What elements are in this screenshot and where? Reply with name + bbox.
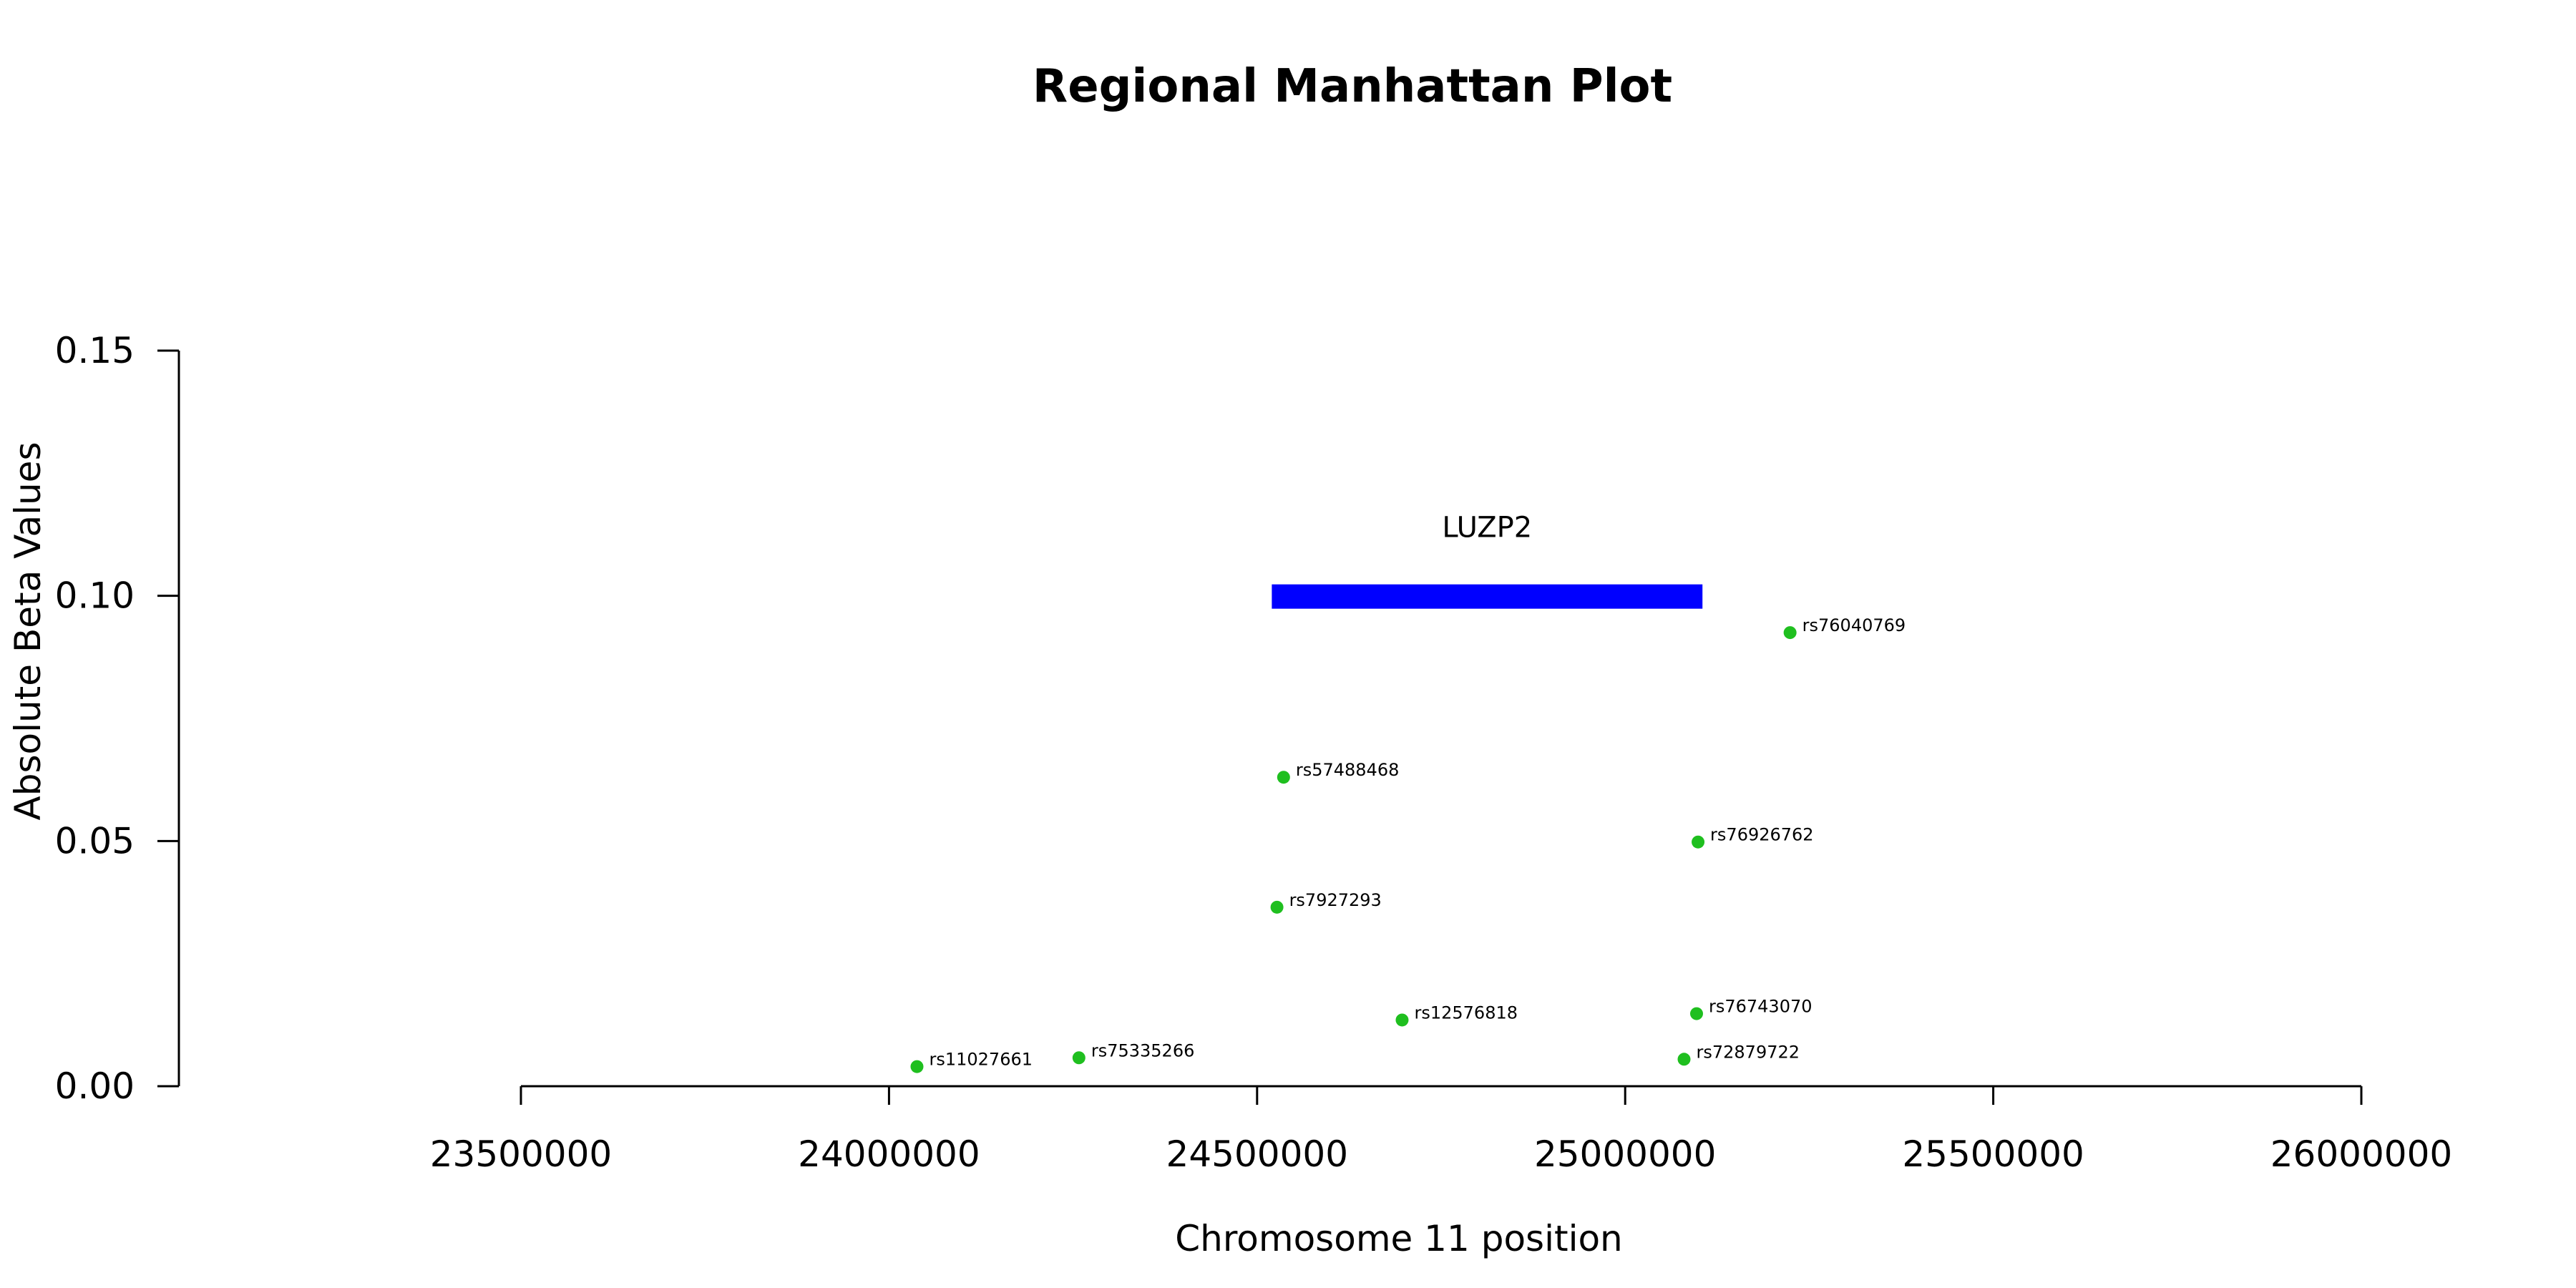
- snp-point: [1395, 1013, 1409, 1027]
- x-tick-label: 24000000: [798, 1133, 980, 1175]
- snp-label: rs75335266: [1091, 1040, 1195, 1060]
- snp-label: rs76040769: [1802, 615, 1906, 635]
- x-axis: 23500000 24000000 24500000 25000000 25500000…: [430, 1085, 2453, 1175]
- gene-track: LUZP2: [1272, 512, 1703, 609]
- snp-label: rs57488468: [1296, 760, 1400, 780]
- snp-label: rs12576818: [1414, 1002, 1518, 1023]
- x-tick-label: 23500000: [430, 1133, 613, 1175]
- snp-label: rs72879722: [1697, 1042, 1800, 1062]
- snp-point: [1692, 835, 1705, 849]
- x-tick-label: 24500000: [1166, 1133, 1349, 1175]
- y-axis-label: Absolute Beta Values: [7, 442, 49, 821]
- snp-point: [1689, 1007, 1703, 1020]
- snp-points: rs11027661 rs75335266 rs7927293 rs57488468 r…: [910, 615, 1906, 1073]
- y-tick-label: 0.10: [55, 575, 135, 617]
- x-tick-label: 25000000: [1534, 1133, 1717, 1175]
- chart-title: Regional Manhattan Plot: [1033, 60, 1672, 113]
- snp-label: rs7927293: [1289, 890, 1382, 910]
- y-axis: 0.00 0.05 0.10 0.15: [55, 330, 180, 1107]
- y-tick-label: 0.15: [55, 330, 135, 371]
- y-tick-label: 0.00: [55, 1065, 135, 1107]
- snp-point: [910, 1060, 924, 1073]
- snp-label: rs11027661: [929, 1050, 1033, 1070]
- x-tick-label: 26000000: [2270, 1133, 2453, 1175]
- snp-point: [1072, 1051, 1085, 1065]
- snp-point: [1277, 771, 1290, 784]
- snp-point: [1783, 626, 1797, 640]
- snp-point: [1270, 900, 1284, 914]
- snp-point: [1677, 1053, 1691, 1066]
- gene-bar: [1272, 584, 1703, 609]
- x-axis-label: Chromosome 11 position: [1175, 1218, 1623, 1259]
- snp-label: rs76926762: [1710, 825, 1814, 845]
- gene-label: LUZP2: [1442, 512, 1532, 545]
- x-tick-label: 25500000: [1902, 1133, 2084, 1175]
- y-tick-label: 0.05: [55, 820, 135, 862]
- snp-label: rs76743070: [1709, 997, 1813, 1017]
